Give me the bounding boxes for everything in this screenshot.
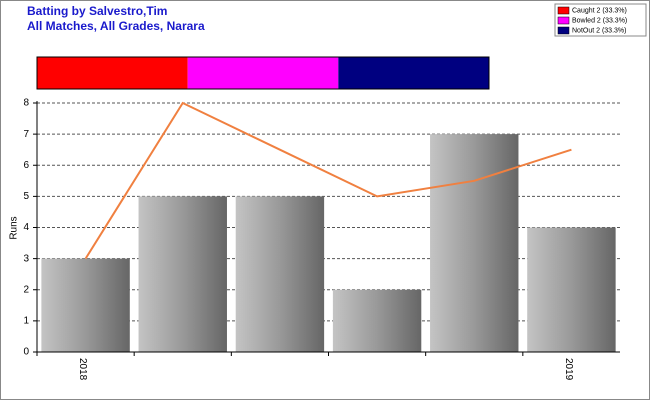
legend-label: Caught 2 (33.3%) — [572, 7, 627, 14]
legend-label: NotOut 2 (33.3%) — [572, 27, 626, 34]
legend-label: Bowled 2 (33.3%) — [572, 17, 627, 24]
y-tick-label: 4 — [23, 222, 29, 233]
bar — [138, 196, 227, 352]
legend-swatch — [557, 6, 570, 15]
legend-swatch — [557, 26, 570, 35]
proportion-segment — [37, 57, 188, 89]
y-tick-label: 1 — [23, 316, 29, 327]
line — [84, 101, 572, 260]
bar — [430, 134, 519, 352]
x-tick-label: 2018 — [77, 358, 88, 381]
legend-swatch — [557, 16, 570, 25]
bar — [332, 289, 422, 352]
y-tick-label: 7 — [23, 129, 29, 140]
y-tick-label: 8 — [23, 98, 29, 109]
y-tick-label: 6 — [23, 160, 29, 171]
x-tick-label: 2019 — [563, 358, 574, 381]
y-tick-label: 3 — [23, 253, 29, 264]
bar — [235, 196, 325, 352]
bar — [527, 227, 616, 352]
proportion-border — [36, 56, 490, 90]
proportion-segment — [338, 57, 489, 89]
bar — [41, 258, 130, 352]
proportion-segment — [187, 57, 339, 89]
legend-box — [554, 3, 647, 37]
y-tick-label: 2 — [23, 284, 29, 295]
y-tick-label: 5 — [23, 191, 29, 202]
y-tick-label: 0 — [23, 347, 29, 358]
chart-subtitle: All Matches, All Grades, Narara — [27, 19, 205, 33]
chart-title: Batting by Salvestro,Tim — [27, 4, 167, 18]
y-axis-label: Runs — [9, 216, 20, 239]
